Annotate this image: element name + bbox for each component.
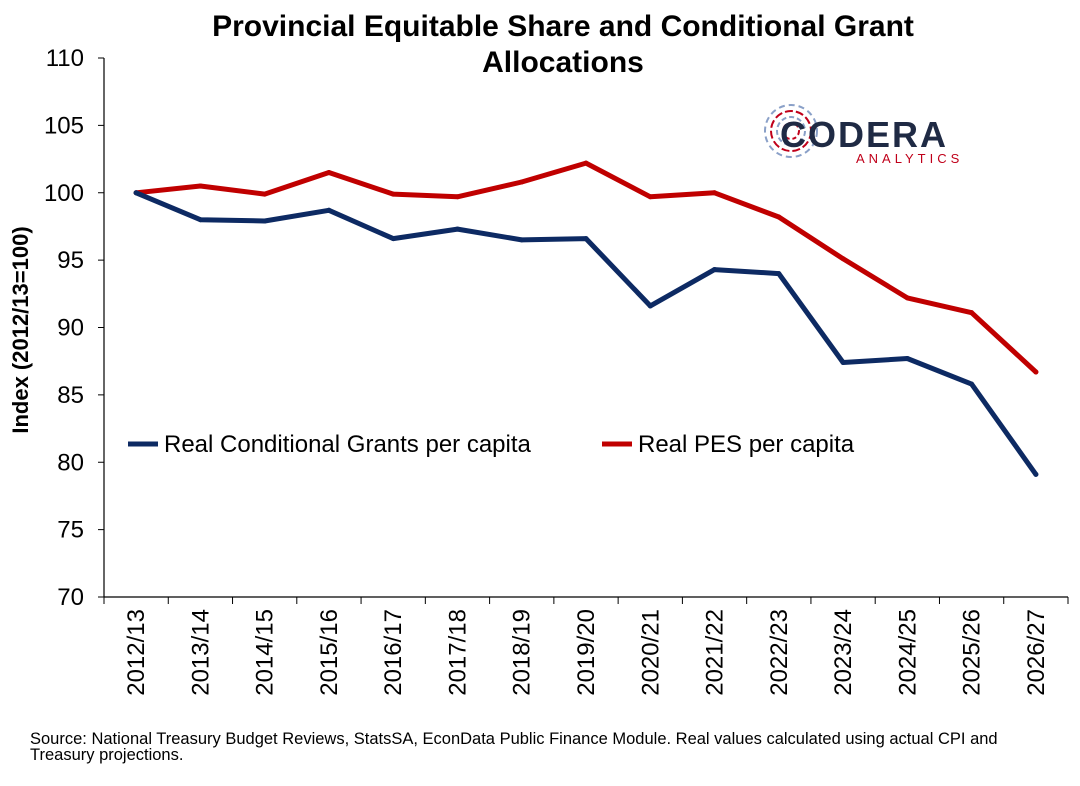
data-point-conditional-grants xyxy=(712,267,718,273)
y-tick-label: 100 xyxy=(44,180,84,207)
y-tick-label: 105 xyxy=(44,112,84,139)
data-point-conditional-grants xyxy=(1033,471,1039,477)
y-tick-label: 110 xyxy=(46,45,84,72)
data-point-pes xyxy=(519,179,525,185)
y-tick-label: 95 xyxy=(57,247,84,274)
x-tick-label: 2017/18 xyxy=(444,609,471,696)
x-tick-label: 2020/21 xyxy=(637,609,664,696)
x-axis-ticks: 2012/13 2013/14 2014/15 2015/16 2016/17 2017/… xyxy=(103,597,1069,696)
data-point-pes xyxy=(326,170,332,176)
data-point-pes xyxy=(583,160,589,166)
data-point-conditional-grants xyxy=(840,360,846,366)
data-point-pes xyxy=(390,191,396,197)
data-point-pes xyxy=(262,191,268,197)
x-tick-label: 2013/14 xyxy=(187,609,214,696)
y-tick-label: 70 xyxy=(57,584,84,611)
data-point-conditional-grants xyxy=(776,271,782,277)
data-point-conditional-grants xyxy=(583,236,589,242)
x-tick-label: 2014/15 xyxy=(252,609,279,696)
brand-name: CODERA xyxy=(780,114,948,155)
data-point-conditional-grants xyxy=(133,190,139,196)
y-tick-label: 80 xyxy=(57,449,84,476)
data-point-pes xyxy=(454,194,460,200)
data-point-conditional-grants xyxy=(262,218,268,224)
data-point-conditional-grants xyxy=(969,381,975,387)
x-tick-label: 2021/22 xyxy=(702,609,729,696)
data-point-conditional-grants xyxy=(519,237,525,243)
x-tick-label: 2015/16 xyxy=(316,609,343,696)
series-line-pes xyxy=(133,160,1039,375)
data-point-pes xyxy=(776,214,782,220)
x-tick-label: 2026/27 xyxy=(1023,609,1050,696)
x-tick-label: 2018/19 xyxy=(509,609,536,696)
y-tick-label: 75 xyxy=(57,517,84,544)
x-tick-label: 2019/20 xyxy=(573,609,600,696)
data-point-conditional-grants xyxy=(326,207,332,213)
data-point-conditional-grants xyxy=(647,303,653,309)
source-note: Source: National Treasury Budget Reviews… xyxy=(30,730,998,764)
legend-label-pes: Real PES per capita xyxy=(638,431,855,458)
x-tick-label: 2012/13 xyxy=(123,609,150,696)
legend: Real Conditional Grants per capita Real … xyxy=(128,431,855,458)
data-point-pes xyxy=(969,310,975,316)
data-point-conditional-grants xyxy=(904,355,910,361)
data-point-pes xyxy=(197,183,203,189)
y-tick-label: 85 xyxy=(57,382,84,409)
y-tick-label: 90 xyxy=(57,315,84,342)
series-group xyxy=(133,160,1039,477)
x-tick-label: 2016/17 xyxy=(380,609,407,696)
data-point-pes xyxy=(840,256,846,262)
data-point-pes xyxy=(712,190,718,196)
y-axis-label: Index (2012/13=100) xyxy=(8,226,33,433)
legend-label-conditional-grants: Real Conditional Grants per capita xyxy=(164,431,532,458)
data-point-pes xyxy=(647,194,653,200)
data-point-pes xyxy=(904,295,910,301)
y-axis-ticks: 70 75 80 85 90 95 100 105 110 xyxy=(44,45,104,611)
x-tick-label: 2023/24 xyxy=(830,609,857,696)
x-tick-label: 2025/26 xyxy=(959,609,986,696)
brand-sub: ANALYTICS xyxy=(856,151,963,166)
data-point-conditional-grants xyxy=(197,217,203,223)
fingerprint-icon xyxy=(764,104,818,158)
chart-title-line-2: Allocations xyxy=(482,46,644,79)
data-point-pes xyxy=(1033,369,1039,375)
data-point-conditional-grants xyxy=(454,226,460,232)
x-tick-label: 2022/23 xyxy=(766,609,793,696)
x-tick-label: 2024/25 xyxy=(894,609,921,696)
brand-logo: CODERA ANALYTICS xyxy=(764,104,963,166)
chart-title-line-1: Provincial Equitable Share and Condition… xyxy=(212,10,914,43)
data-point-conditional-grants xyxy=(390,236,396,242)
